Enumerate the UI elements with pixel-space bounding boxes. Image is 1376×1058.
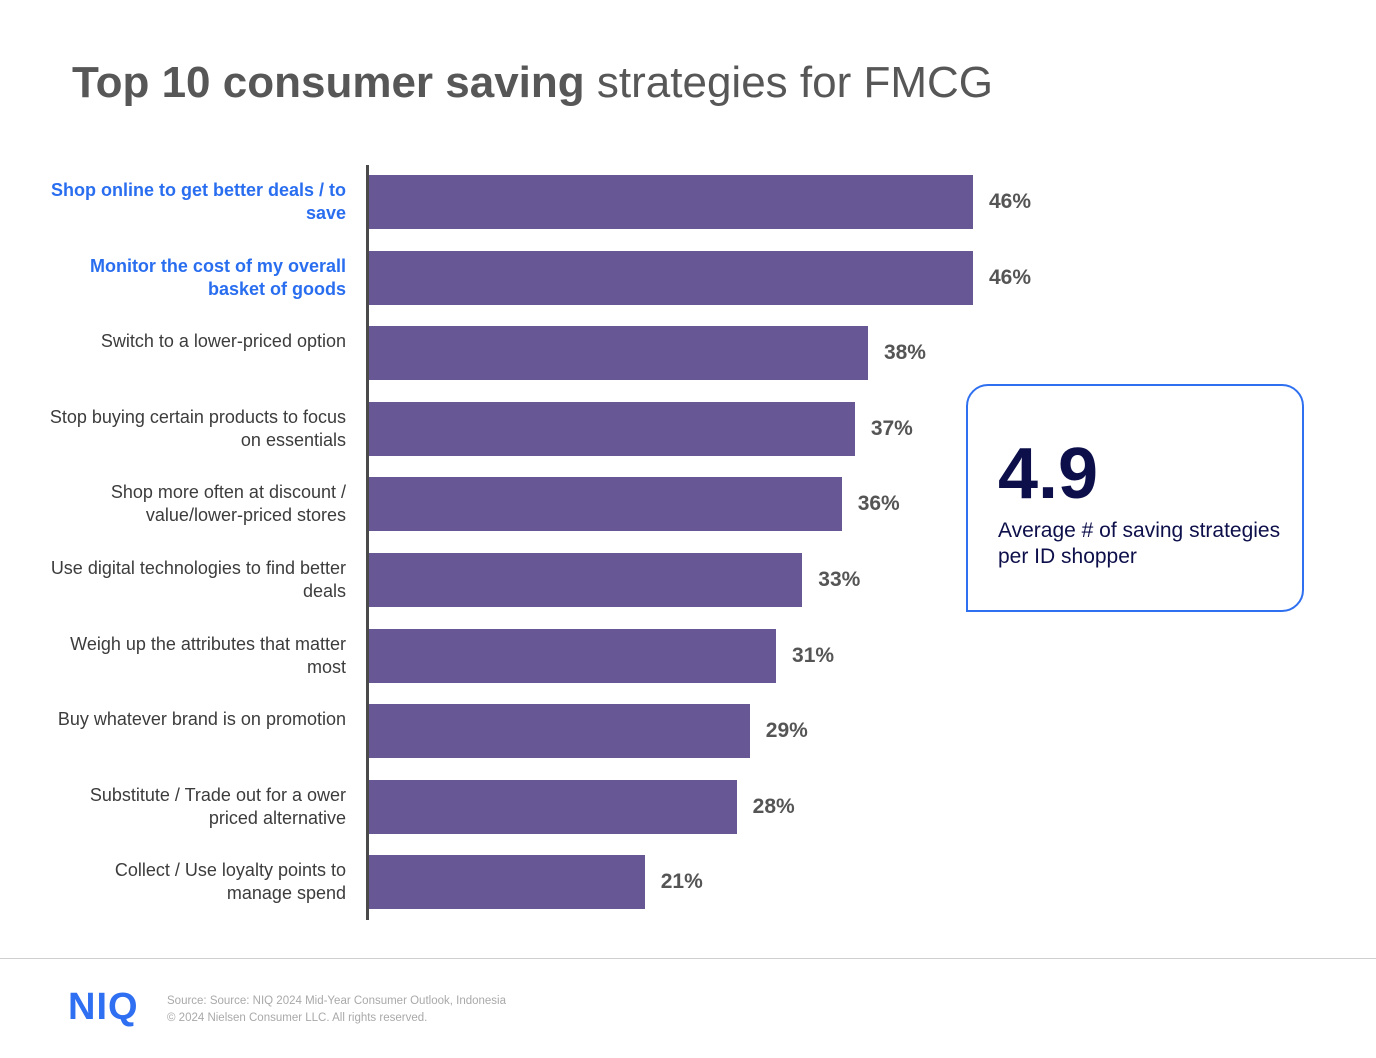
bar	[369, 250, 973, 305]
title-regular: strategies for FMCG	[596, 58, 993, 107]
category-label: Collect / Use loyalty points to manage s…	[114, 860, 346, 904]
category-label: Switch to a lower-priced option	[100, 331, 346, 352]
category-label: Weigh up the attributes that matter most	[70, 633, 346, 677]
bar	[369, 855, 645, 910]
bar	[369, 477, 842, 532]
category-label: Substitute / Trade out for a ower priced…	[89, 784, 346, 828]
footer-source: Source: Source: NIQ 2024 Mid-Year Consum…	[167, 993, 506, 1027]
category-label: Buy whatever brand is on promotion	[57, 709, 346, 730]
niq-logo: NIQ	[68, 986, 139, 1028]
category-label: Stop buying certain products to focus on…	[49, 406, 346, 450]
chart-title: Top 10 consumer saving strategies for FM…	[72, 58, 993, 108]
category-label: Use digital technologies to find better …	[50, 558, 346, 601]
callout-box: 4.9 Average # of saving strategies per I…	[966, 384, 1304, 612]
data-label: 29%	[765, 719, 808, 743]
bar	[369, 628, 777, 683]
data-label: 46%	[989, 265, 1032, 289]
data-label: 21%	[660, 870, 703, 894]
data-label: 33%	[818, 568, 861, 591]
data-label: 37%	[870, 416, 913, 440]
copyright-text: © 2024 Nielsen Consumer LLC. All rights …	[167, 1012, 428, 1024]
data-label: 31%	[792, 643, 835, 667]
data-label: 46%	[989, 190, 1032, 213]
category-label: Monitor the cost of my overall basket of…	[89, 255, 346, 299]
category-label: Shop online to get better deals / to sav…	[50, 180, 346, 223]
source-text: Source: Source: NIQ 2024 Mid-Year Consum…	[167, 995, 507, 1007]
bar	[369, 326, 868, 381]
data-label: 38%	[883, 341, 926, 365]
data-label: 36%	[857, 492, 900, 516]
bar	[369, 175, 973, 229]
bar	[369, 704, 750, 759]
title-bold: Top 10 consumer saving	[72, 58, 585, 107]
y-axis-line	[366, 165, 369, 920]
data-label: 28%	[752, 794, 795, 818]
callout-description: Average # of saving strategies per ID sh…	[998, 519, 1281, 568]
callout-value: 4.9	[998, 434, 1099, 514]
bar	[369, 553, 803, 607]
bar	[369, 401, 855, 456]
category-label: Shop more often at discount / value/lowe…	[110, 482, 346, 526]
footer-divider	[0, 958, 1376, 959]
bar	[369, 779, 737, 834]
